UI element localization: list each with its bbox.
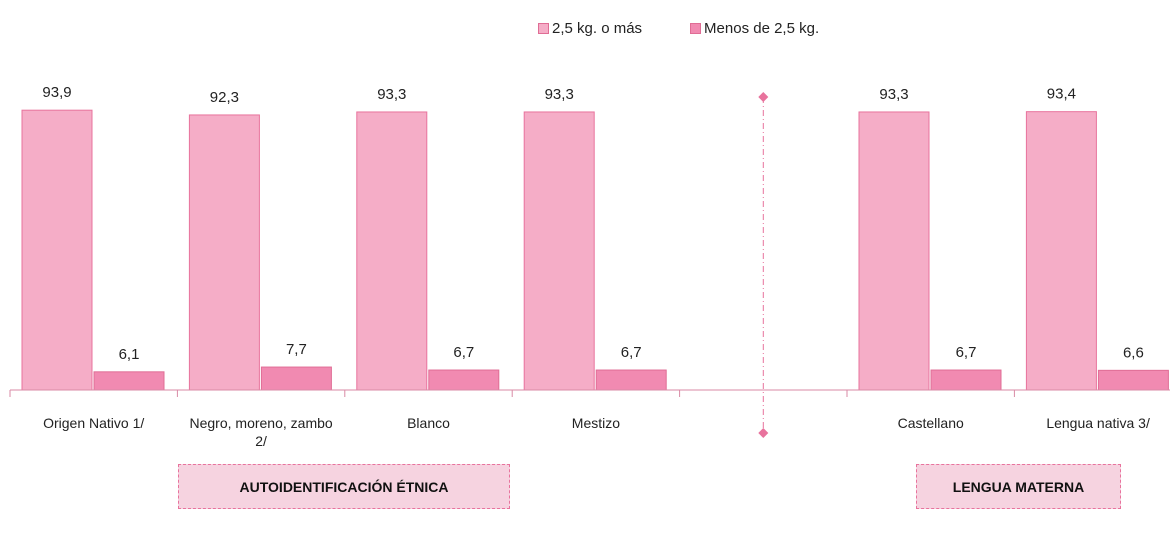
category-label-0: Origen Nativo 1/ (43, 415, 144, 431)
data-label-1-1: 92,3 (210, 89, 239, 106)
bar-2-3 (596, 370, 666, 390)
data-label-2-1: 7,7 (286, 341, 307, 358)
bar-2-6 (1098, 370, 1168, 390)
data-label-2-3: 6,7 (621, 344, 642, 361)
data-label-2-5: 6,7 (956, 344, 977, 361)
bar-1-1 (189, 115, 259, 390)
bar-1-5 (859, 112, 929, 390)
bar-1-0 (22, 110, 92, 390)
data-label-2-0: 6,1 (119, 346, 140, 363)
bar-2-5 (931, 370, 1001, 390)
data-label-2-2: 6,7 (453, 344, 474, 361)
category-label-3: Mestizo (572, 415, 620, 431)
category-label-1: Negro, moreno, zambo 2/ (190, 415, 333, 449)
bar-1-6 (1026, 112, 1096, 390)
bar-2-2 (429, 370, 499, 390)
data-label-1-5: 93,3 (879, 86, 908, 103)
category-label-5: Castellano (898, 415, 964, 431)
category-label-6: Lengua nativa 3/ (1046, 415, 1150, 431)
bar-2-1 (261, 367, 331, 390)
data-label-1-3: 93,3 (545, 86, 574, 103)
bar-1-2 (357, 112, 427, 390)
data-label-1-6: 93,4 (1047, 86, 1076, 103)
bar-1-3 (524, 112, 594, 390)
group-label-lengua-materna: LENGUA MATERNA (916, 464, 1121, 509)
bars-layer: 93,9 6,1 92,3 7,7 93,3 6,7 93,3 6,7 93,3 6,7 93,4 6… (22, 84, 1168, 390)
group-label-autoidentificacion: AUTOIDENTIFICACIÓN ÉTNICA (178, 464, 510, 509)
separator-diamond-0 (758, 92, 768, 102)
category-label-2: Blanco (407, 415, 450, 431)
data-label-1-2: 93,3 (377, 86, 406, 103)
bar-2-0 (94, 372, 164, 390)
data-label-2-6: 6,6 (1123, 344, 1144, 361)
separator-diamond-1 (758, 428, 768, 438)
data-label-1-0: 93,9 (42, 84, 71, 101)
